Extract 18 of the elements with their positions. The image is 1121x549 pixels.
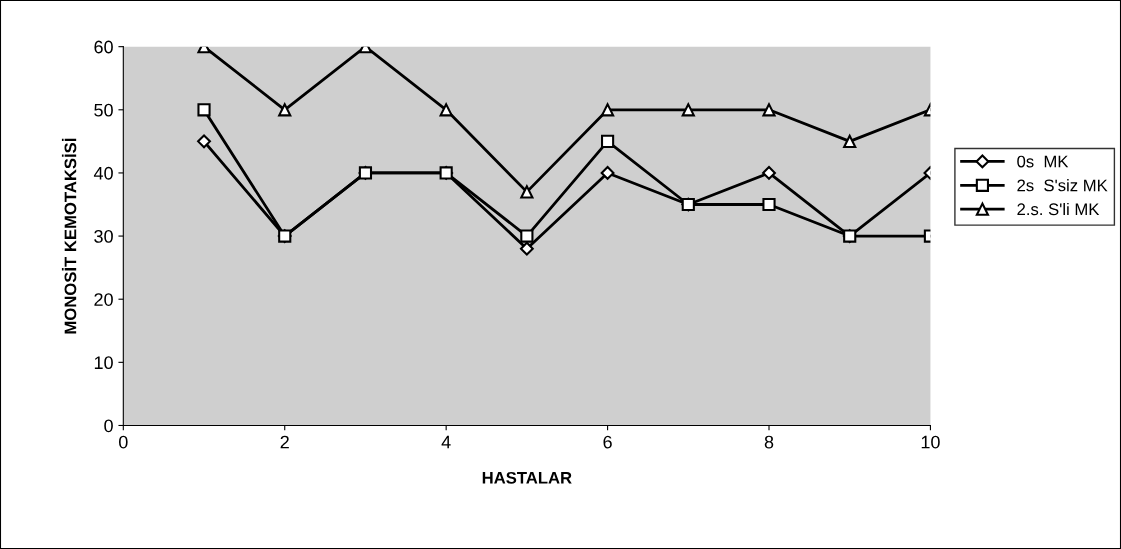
y-tick-label: 0	[104, 419, 113, 433]
legend-label: 2.s. S'li MK	[1017, 202, 1100, 216]
x-tick-label: 4	[441, 435, 451, 449]
x-tick-label: 10	[921, 435, 940, 449]
y-tick-label: 30	[94, 230, 113, 243]
y-axis-title: MONOSİT KEMOTAKSİSİ	[61, 138, 77, 334]
y-tick-label: 40	[93, 166, 113, 180]
x-axis-title: HASTALAR	[482, 471, 572, 484]
y-tick-label: 50	[94, 103, 113, 117]
y-tick-label: 20	[94, 293, 113, 306]
legend-label: 0s MK	[1017, 155, 1069, 168]
x-tick-label: 6	[603, 435, 612, 449]
x-tick-label: 0	[119, 435, 128, 449]
y-tick-label: 10	[94, 356, 113, 370]
y-tick-label: 60	[94, 40, 113, 54]
x-tick-label: 8	[764, 435, 774, 449]
x-tick-label: 2	[280, 435, 289, 449]
legend-label: 2s S'siz MK	[1017, 179, 1108, 192]
